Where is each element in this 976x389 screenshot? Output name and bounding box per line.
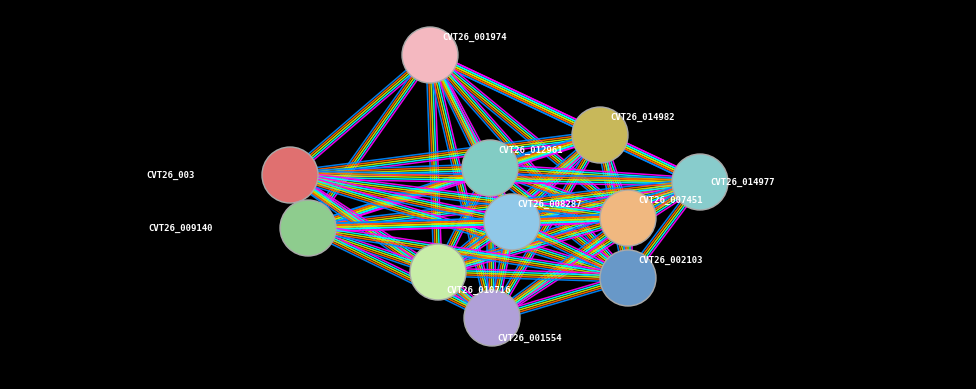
- Text: CVT26_010716: CVT26_010716: [446, 286, 510, 294]
- Circle shape: [484, 194, 540, 250]
- Text: CVT26_014977: CVT26_014977: [710, 177, 775, 187]
- Text: CVT26_003: CVT26_003: [146, 170, 195, 180]
- Text: CVT26_008287: CVT26_008287: [517, 200, 582, 209]
- Circle shape: [402, 27, 458, 83]
- Circle shape: [462, 140, 518, 196]
- Circle shape: [672, 154, 728, 210]
- Circle shape: [600, 250, 656, 306]
- Circle shape: [600, 190, 656, 246]
- Circle shape: [464, 290, 520, 346]
- Circle shape: [262, 147, 318, 203]
- Text: CVT26_012961: CVT26_012961: [498, 145, 562, 154]
- Circle shape: [572, 107, 628, 163]
- Text: CVT26_002103: CVT26_002103: [638, 256, 703, 265]
- Circle shape: [410, 244, 466, 300]
- Text: CVT26_001554: CVT26_001554: [497, 333, 561, 343]
- Text: CVT26_001974: CVT26_001974: [442, 32, 507, 42]
- Circle shape: [280, 200, 336, 256]
- Text: CVT26_007451: CVT26_007451: [638, 195, 703, 205]
- Text: CVT26_009140: CVT26_009140: [148, 223, 213, 233]
- Text: CVT26_014982: CVT26_014982: [610, 112, 674, 121]
